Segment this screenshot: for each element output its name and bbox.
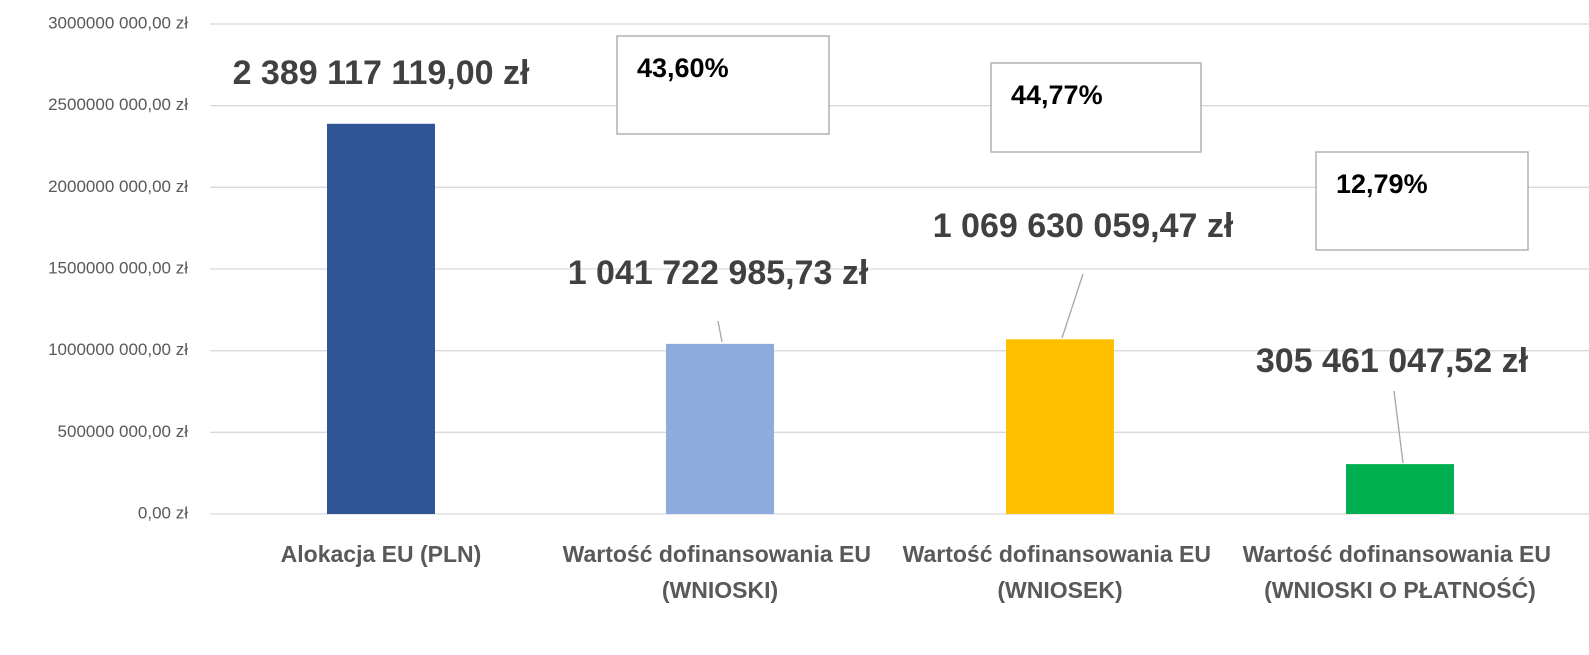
bar <box>327 123 435 515</box>
x-tick-label: Wartość dofinansowania EU (WNIOSKI) <box>563 541 878 603</box>
data-label: 1 069 630 059,47 zł <box>933 207 1234 245</box>
y-tick-label: 500000 000,00 zł <box>58 422 189 441</box>
leader-line <box>1393 390 1404 464</box>
x-tick-label: Alokacja EU (PLN) <box>281 541 482 567</box>
y-tick-label: 0,00 zł <box>138 503 188 522</box>
y-tick-label: 1000000 000,00 zł <box>48 340 188 359</box>
annotation-box <box>1315 151 1529 251</box>
data-label: 305 461 047,52 zł <box>1256 342 1529 380</box>
data-label: 2 389 117 119,00 zł <box>233 54 530 92</box>
bar <box>1006 339 1114 514</box>
annotation: 12,79% <box>1336 169 1428 199</box>
annotation-box <box>616 35 830 135</box>
bar <box>666 343 774 514</box>
y-tick-label: 3000000 000,00 zł <box>48 13 188 32</box>
leader-line <box>1061 273 1084 339</box>
annotation: 43,60% <box>637 53 729 83</box>
y-tick-label: 1500000 000,00 zł <box>48 258 188 277</box>
annotation-box <box>990 62 1202 153</box>
x-tick-label: Wartość dofinansowania EU (WNIOSKI O PŁA… <box>1243 541 1558 603</box>
annotation: 44,77% <box>1011 80 1103 110</box>
y-tick-label: 2500000 000,00 zł <box>48 95 188 114</box>
y-tick-label: 2000000 000,00 zł <box>48 177 188 196</box>
x-tick-label: Wartość dofinansowania EU (WNIOSEK) <box>903 541 1218 603</box>
bar <box>1346 464 1454 514</box>
data-label: 1 041 722 985,73 zł <box>568 254 869 292</box>
leader-line <box>717 320 723 343</box>
